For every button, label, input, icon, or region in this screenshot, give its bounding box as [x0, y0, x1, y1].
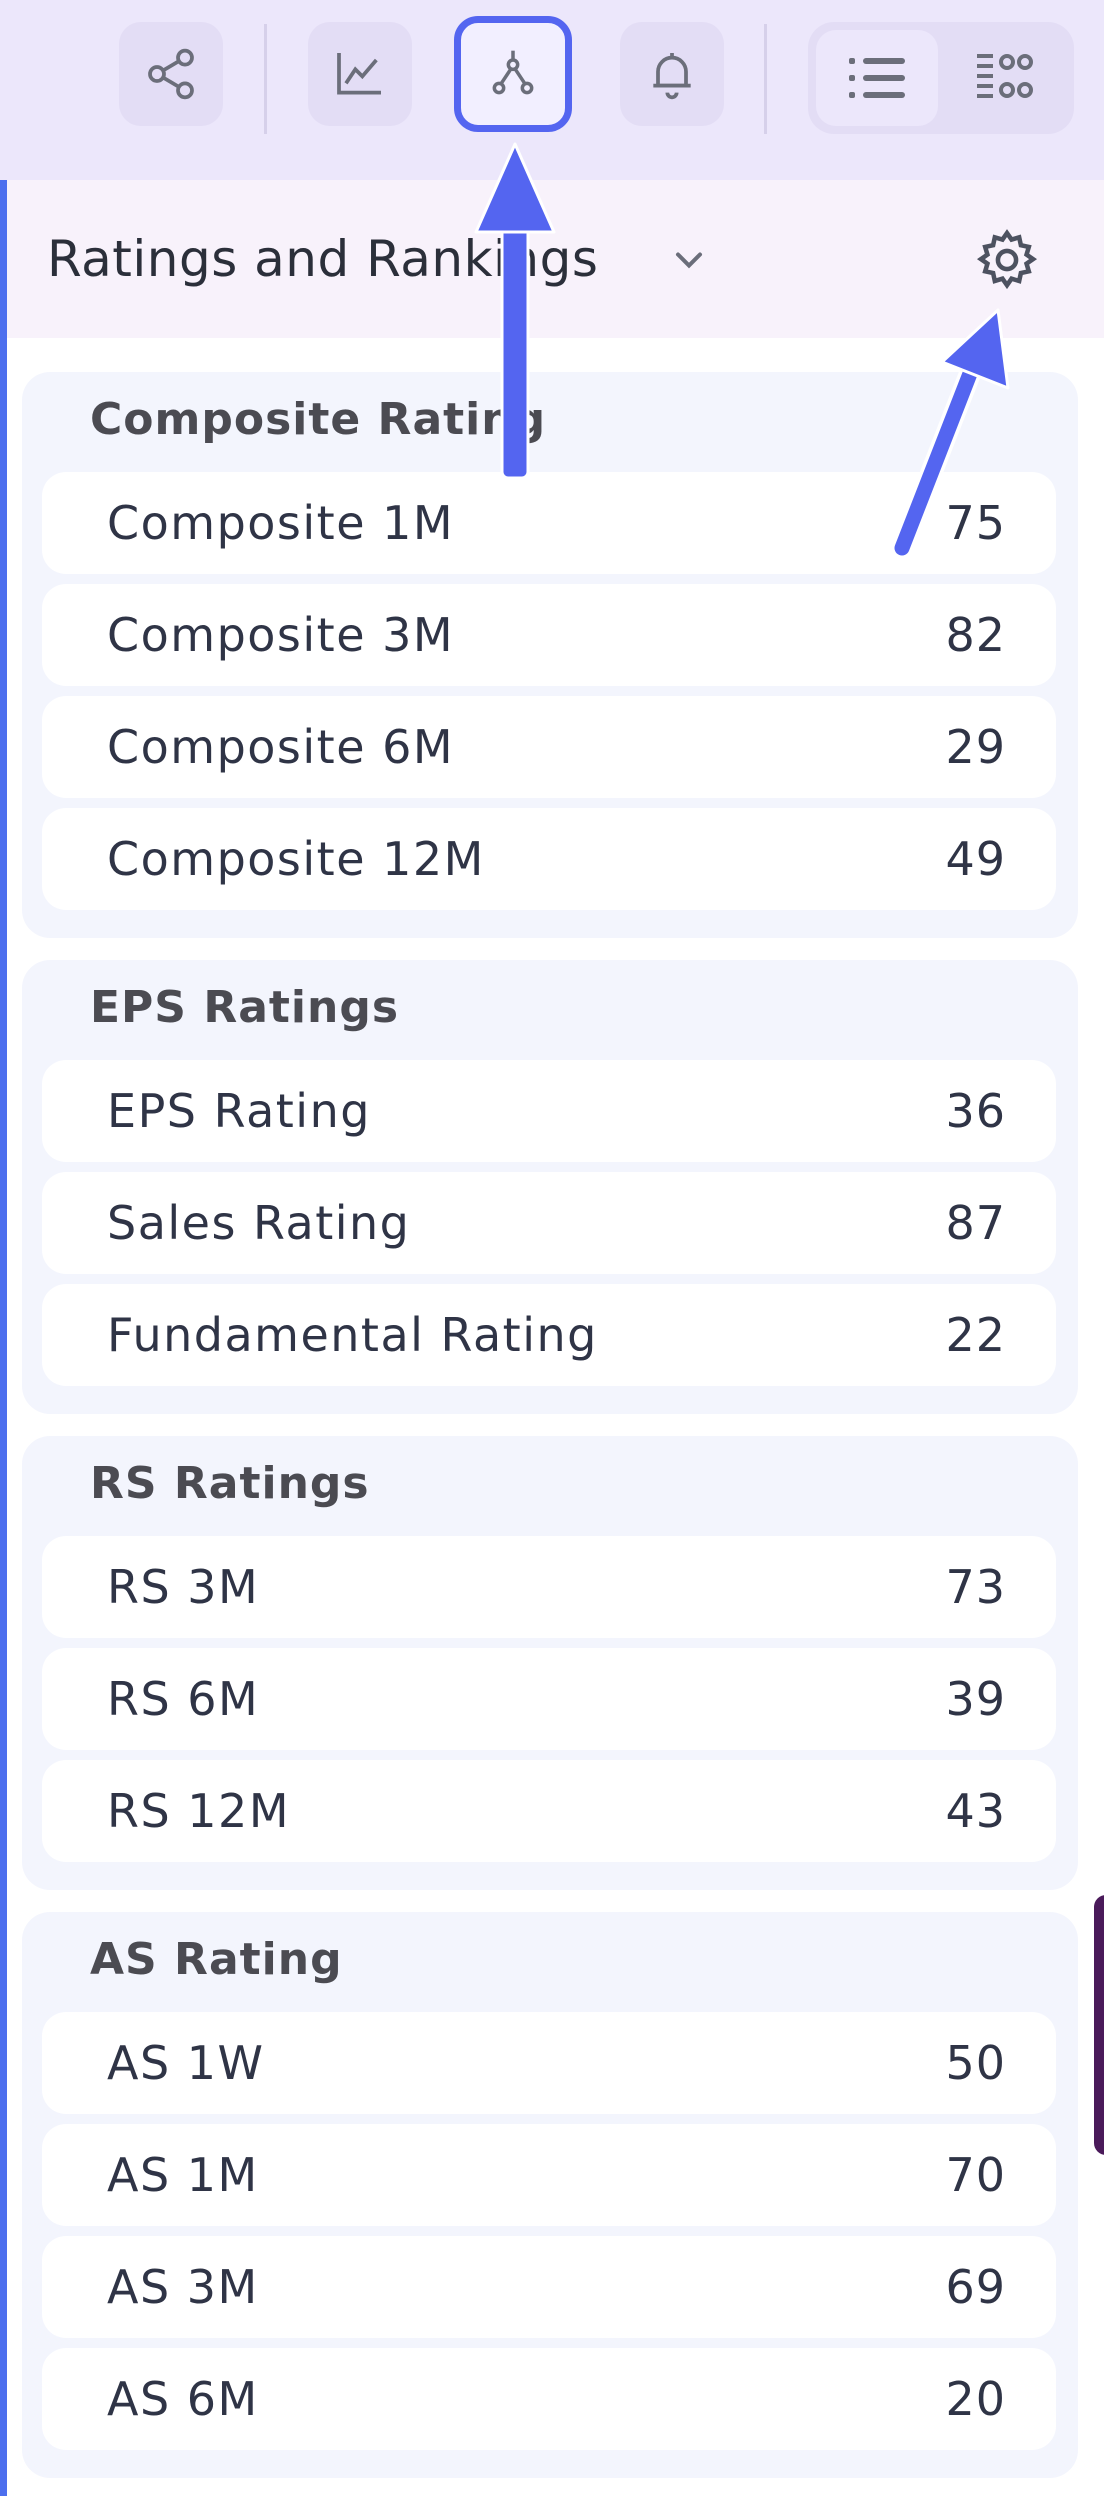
network-icon — [492, 50, 534, 95]
rating-label: Composite 3M — [107, 608, 455, 662]
rating-row: AS 1M 70 — [42, 2124, 1056, 2226]
section-title: RS Ratings — [90, 1458, 370, 1509]
composite-rating-section: Composite Rating Composite 1M 75 Composi… — [22, 372, 1078, 938]
rating-label: AS 6M — [107, 2372, 259, 2426]
rating-row: EPS Rating 36 — [42, 1060, 1056, 1162]
rating-value: 22 — [945, 1308, 1006, 1362]
share-button[interactable] — [119, 22, 223, 126]
section-title: Composite Rating — [90, 394, 547, 445]
rating-label: Composite 1M — [107, 496, 455, 550]
rating-row: RS 3M 73 — [42, 1536, 1056, 1638]
rating-value: 49 — [945, 832, 1006, 886]
share-icon — [148, 48, 194, 100]
rating-label: AS 1M — [107, 2148, 259, 2202]
rating-value: 29 — [945, 720, 1006, 774]
rating-label: EPS Rating — [107, 1084, 371, 1138]
eps-ratings-section: EPS Ratings EPS Rating 36 Sales Rating 8… — [22, 960, 1078, 1414]
rating-label: Composite 12M — [107, 832, 485, 886]
rating-value: 36 — [945, 1084, 1006, 1138]
rs-ratings-section: RS Ratings RS 3M 73 RS 6M 39 RS 12M 43 — [22, 1436, 1078, 1890]
rating-row: RS 6M 39 — [42, 1648, 1056, 1750]
rating-value: 87 — [945, 1196, 1006, 1250]
rating-label: AS 3M — [107, 2260, 259, 2314]
as-rating-section: AS Rating AS 1W 50 AS 1M 70 AS 3M 69 AS … — [22, 1912, 1078, 2478]
gear-icon[interactable] — [973, 226, 1041, 294]
alerts-button[interactable] — [620, 22, 724, 126]
rating-row: Composite 6M 29 — [42, 696, 1056, 798]
rating-row: Composite 1M 75 — [42, 472, 1056, 574]
section-title: AS Rating — [90, 1934, 343, 1985]
panel-accent-bar — [0, 180, 7, 2496]
toolbar-divider — [764, 24, 767, 134]
grid-view-icon — [977, 54, 1033, 98]
toolbar-divider — [264, 24, 267, 134]
rating-row: Composite 3M 82 — [42, 584, 1056, 686]
rating-row: Composite 12M 49 — [42, 808, 1056, 910]
rating-row: RS 12M 43 — [42, 1760, 1056, 1862]
network-button[interactable] — [454, 16, 572, 132]
annotation-arrow-up — [474, 142, 556, 480]
bell-icon — [653, 53, 691, 100]
rating-value: 73 — [945, 1560, 1006, 1614]
rating-label: Fundamental Rating — [107, 1308, 598, 1362]
rating-row: Sales Rating 87 — [42, 1172, 1056, 1274]
grid-view-button[interactable] — [944, 30, 1066, 126]
rating-value: 39 — [945, 1672, 1006, 1726]
rating-value: 75 — [945, 496, 1006, 550]
rating-label: RS 6M — [107, 1672, 260, 1726]
view-toggle — [808, 22, 1074, 134]
chevron-down-icon[interactable] — [667, 238, 711, 282]
annotation-arrow-diagonal — [891, 308, 1010, 559]
rating-value: 82 — [945, 608, 1006, 662]
list-view-button[interactable] — [816, 30, 938, 126]
line-chart-icon — [337, 53, 381, 95]
rating-label: AS 1W — [107, 2036, 265, 2090]
rating-label: RS 3M — [107, 1560, 260, 1614]
rating-row: AS 3M 69 — [42, 2236, 1056, 2338]
rating-value: 70 — [945, 2148, 1006, 2202]
rating-row: AS 1W 50 — [42, 2012, 1056, 2114]
list-view-icon — [849, 58, 905, 98]
rating-value: 20 — [945, 2372, 1006, 2426]
section-title: EPS Ratings — [90, 982, 400, 1033]
rating-label: Sales Rating — [107, 1196, 411, 1250]
rating-value: 50 — [945, 2036, 1006, 2090]
top-toolbar — [0, 0, 1104, 180]
rating-row: Fundamental Rating 22 — [42, 1284, 1056, 1386]
chart-button[interactable] — [308, 22, 412, 126]
rating-value: 43 — [945, 1784, 1006, 1838]
rating-label: RS 12M — [107, 1784, 291, 1838]
rating-row: AS 6M 20 — [42, 2348, 1056, 2450]
rating-value: 69 — [945, 2260, 1006, 2314]
rating-label: Composite 6M — [107, 720, 455, 774]
side-drawer-edge[interactable] — [1094, 1895, 1104, 2155]
